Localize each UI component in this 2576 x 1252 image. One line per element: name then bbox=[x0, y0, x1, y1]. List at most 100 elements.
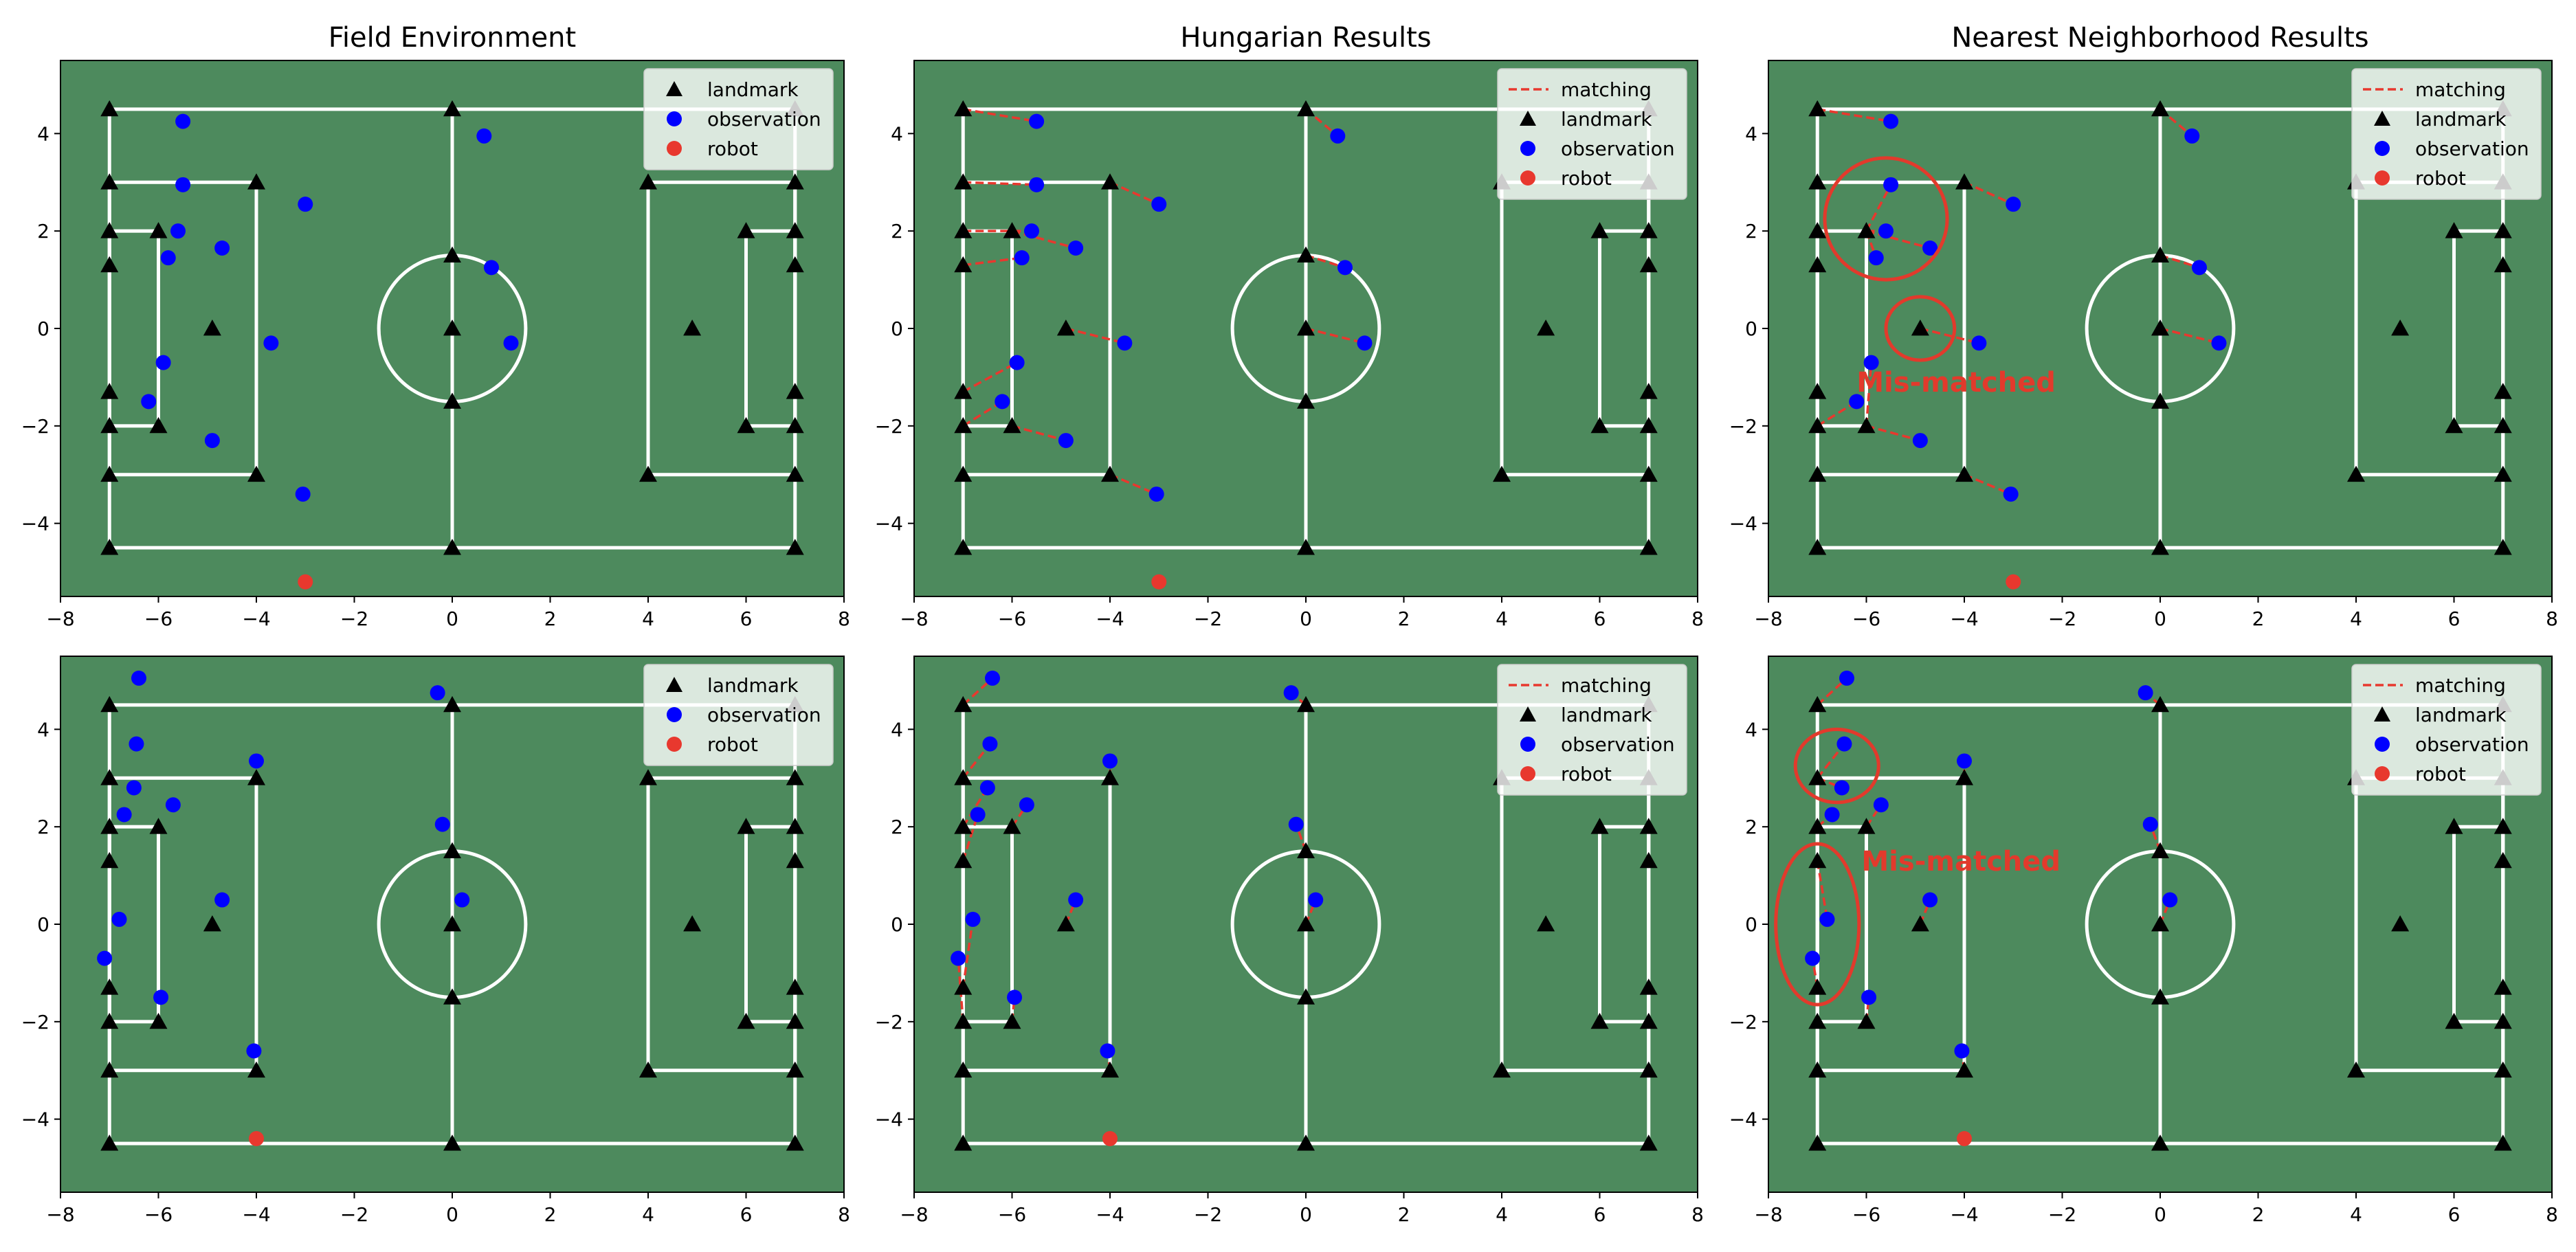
legend-robot-swatch bbox=[667, 737, 682, 752]
legend-label-observation: observation bbox=[2415, 137, 2529, 160]
landmark-point bbox=[1808, 173, 1827, 190]
landmark-point bbox=[1955, 1061, 1973, 1078]
y-tick-label: −4 bbox=[1729, 1108, 1757, 1131]
x-tick-label: 8 bbox=[838, 607, 850, 630]
landmark-point bbox=[247, 465, 265, 482]
landmark-point bbox=[1003, 818, 1021, 834]
x-tick-label: −4 bbox=[1096, 1203, 1124, 1226]
landmark-point bbox=[1639, 1061, 1658, 1078]
matching-line bbox=[962, 919, 975, 988]
observation-point bbox=[1102, 753, 1118, 769]
field-line bbox=[2452, 229, 2505, 428]
x-tick-label: 2 bbox=[1398, 1203, 1410, 1226]
y-tick-label: 2 bbox=[891, 220, 903, 243]
observation-point bbox=[1878, 223, 1894, 239]
legend-box bbox=[2351, 68, 2542, 200]
robot-point bbox=[2006, 574, 2021, 590]
landmark-point bbox=[2494, 465, 2512, 482]
landmark-point bbox=[639, 465, 657, 482]
landmark-point bbox=[100, 100, 119, 117]
landmark-point bbox=[443, 539, 461, 555]
landmark-point bbox=[2347, 1061, 2365, 1078]
matching-line bbox=[1817, 677, 1848, 706]
landmark-point bbox=[100, 173, 119, 190]
y-tick-label: 2 bbox=[1745, 220, 1757, 243]
x-tick-label: 4 bbox=[1496, 607, 1508, 630]
landmark-point bbox=[100, 539, 119, 555]
y-tick-label: 0 bbox=[37, 317, 49, 340]
legend-label-matching: matching bbox=[2415, 674, 2506, 697]
matching-line bbox=[1817, 108, 1891, 123]
landmark-point bbox=[2445, 818, 2463, 834]
landmark-point bbox=[149, 416, 168, 434]
landmark-point bbox=[786, 173, 804, 190]
x-tick-label: −8 bbox=[1754, 1203, 1782, 1226]
landmark-point bbox=[954, 1134, 973, 1151]
landmark-point bbox=[149, 1012, 168, 1029]
x-tick-label: 6 bbox=[740, 607, 753, 630]
landmark-point bbox=[1590, 416, 1609, 434]
landmark-point bbox=[100, 695, 119, 713]
observation-point bbox=[1834, 780, 1850, 796]
landmark-point bbox=[1639, 851, 1658, 869]
landmark-point bbox=[247, 769, 265, 785]
landmark-point bbox=[2151, 539, 2169, 555]
landmark-point bbox=[2494, 1012, 2512, 1029]
landmark-point bbox=[1590, 818, 1609, 834]
observation-point bbox=[1058, 433, 1074, 449]
observation-point bbox=[1029, 177, 1045, 192]
legend-label-matching: matching bbox=[2415, 78, 2506, 101]
landmark-point bbox=[1808, 769, 1827, 785]
legend: matching landmark observation robot bbox=[1497, 68, 1687, 200]
robot-point bbox=[1957, 1131, 1972, 1146]
landmark-point bbox=[443, 915, 461, 932]
matching-line bbox=[1012, 230, 1076, 249]
matching-line bbox=[1865, 362, 1873, 426]
landmark-point bbox=[1911, 915, 1929, 932]
landmark-point bbox=[1101, 1061, 1119, 1078]
x-tick-label: 0 bbox=[446, 607, 458, 630]
legend-label-matching: matching bbox=[1561, 78, 1652, 101]
observation-point bbox=[1337, 260, 1353, 276]
matching-line bbox=[1816, 743, 1845, 779]
landmark-point bbox=[2151, 915, 2169, 932]
legend-observation-swatch bbox=[667, 707, 682, 722]
landmark-point bbox=[1101, 173, 1119, 190]
mismatch-ellipse bbox=[1884, 295, 1957, 362]
landmark-point bbox=[443, 320, 461, 336]
landmark-point bbox=[2494, 383, 2512, 399]
x-tick-label: 2 bbox=[544, 1203, 557, 1226]
x-tick-label: −8 bbox=[900, 1203, 928, 1226]
legend-observation-swatch bbox=[1520, 141, 1535, 156]
landmark-point bbox=[1639, 818, 1658, 834]
legend-robot-swatch bbox=[1520, 170, 1535, 186]
matching-line bbox=[1920, 327, 1979, 344]
landmark-point bbox=[100, 1012, 119, 1029]
landmark-point bbox=[639, 173, 657, 190]
landmark-point bbox=[954, 979, 973, 995]
observation-point bbox=[1148, 487, 1164, 502]
landmark-point bbox=[247, 1061, 265, 1078]
legend: landmark observation robot bbox=[643, 664, 834, 766]
landmark-point bbox=[1639, 465, 1658, 482]
landmark-point bbox=[683, 320, 702, 336]
observation-point bbox=[1819, 911, 1835, 927]
observation-point bbox=[995, 394, 1010, 410]
y-tick-label: 4 bbox=[37, 718, 49, 741]
landmark-point bbox=[1297, 246, 1315, 263]
observation-point bbox=[1861, 990, 1877, 1005]
landmark-point bbox=[1808, 1134, 1827, 1151]
landmark-point bbox=[1537, 320, 1555, 336]
observation-point bbox=[1014, 250, 1030, 266]
landmark-point bbox=[149, 818, 168, 834]
landmark-point bbox=[786, 769, 804, 785]
landmark-point bbox=[786, 383, 804, 399]
y-tick-label: −4 bbox=[21, 513, 49, 535]
observation-point bbox=[1068, 241, 1084, 256]
y-tick-label: −4 bbox=[875, 1108, 903, 1131]
legend-label-robot: robot bbox=[1561, 167, 1612, 190]
observation-point bbox=[116, 807, 132, 823]
landmark-point bbox=[100, 851, 119, 869]
landmark-point bbox=[1955, 465, 1973, 482]
landmark-point bbox=[2391, 320, 2410, 336]
